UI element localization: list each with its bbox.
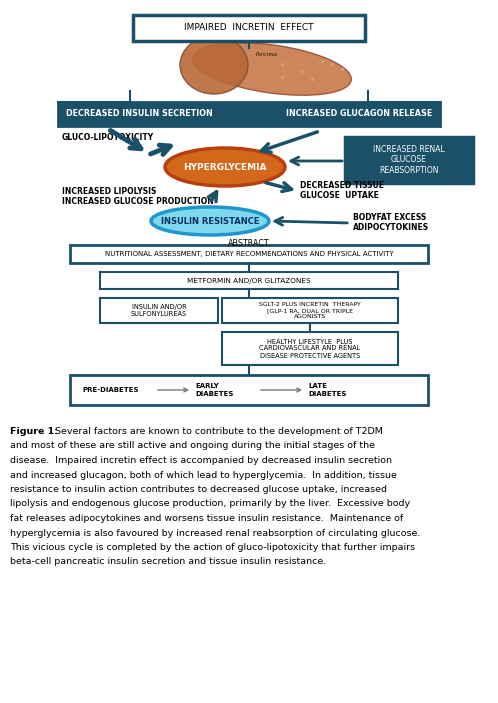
Ellipse shape (180, 36, 248, 94)
FancyBboxPatch shape (70, 245, 428, 263)
Text: hyperglycemia is also favoured by increased renal reabsorption of circulating gl: hyperglycemia is also favoured by increa… (10, 529, 420, 538)
Text: Pancreas: Pancreas (256, 53, 278, 58)
Text: ABSTRACT: ABSTRACT (228, 238, 270, 247)
Ellipse shape (165, 148, 285, 186)
Text: Several factors are known to contribute to the development of T2DM: Several factors are known to contribute … (55, 427, 383, 436)
Text: GLUCOSE  UPTAKE: GLUCOSE UPTAKE (300, 191, 379, 200)
FancyBboxPatch shape (133, 15, 365, 41)
FancyBboxPatch shape (100, 272, 398, 289)
Text: and most of these are still active and ongoing during the initial stages of the: and most of these are still active and o… (10, 441, 375, 451)
FancyBboxPatch shape (70, 375, 428, 405)
Ellipse shape (193, 43, 351, 95)
FancyBboxPatch shape (222, 298, 398, 323)
FancyBboxPatch shape (345, 137, 473, 183)
Text: INCREASED GLUCAGON RELEASE: INCREASED GLUCAGON RELEASE (286, 110, 432, 119)
Text: fat releases adipocytokines and worsens tissue insulin resistance.  Maintenance : fat releases adipocytokines and worsens … (10, 514, 403, 523)
Text: DIABETES: DIABETES (195, 391, 234, 397)
Text: IMPAIRED  INCRETIN  EFFECT: IMPAIRED INCRETIN EFFECT (184, 23, 314, 32)
Ellipse shape (151, 207, 269, 235)
Text: ADIPOCYTOKINES: ADIPOCYTOKINES (353, 223, 429, 231)
Text: Figure 1:: Figure 1: (10, 427, 58, 436)
Text: INSULIN AND/OR
SULFONYLUREAS: INSULIN AND/OR SULFONYLUREAS (131, 304, 187, 317)
Text: beta-cell pancreatic insulin secretion and tissue insulin resistance.: beta-cell pancreatic insulin secretion a… (10, 557, 326, 567)
Text: EARLY: EARLY (195, 383, 219, 389)
Text: INCREASED LIPOLYSIS: INCREASED LIPOLYSIS (62, 186, 156, 195)
Text: PRE-DIABETES: PRE-DIABETES (82, 387, 138, 393)
Text: METFORMIN AND/OR GLITAZONES: METFORMIN AND/OR GLITAZONES (187, 278, 311, 283)
Text: GLUCO-LIPOTOXICITY: GLUCO-LIPOTOXICITY (62, 132, 154, 141)
FancyBboxPatch shape (58, 102, 440, 126)
Text: and increased glucagon, both of which lead to hyperglycemia.  In addition, tissu: and increased glucagon, both of which le… (10, 470, 397, 479)
Text: This vicious cycle is completed by the action of gluco-lipotoxicity that further: This vicious cycle is completed by the a… (10, 543, 415, 552)
Text: HYPERGLYCEMIA: HYPERGLYCEMIA (183, 162, 267, 172)
Text: disease.  Impaired incretin effect is accompanied by decreased insulin secretion: disease. Impaired incretin effect is acc… (10, 456, 392, 465)
Text: resistance to insulin action contributes to decreased glucose uptake, increased: resistance to insulin action contributes… (10, 485, 387, 494)
Text: INCREASED RENAL
GLUCOSE
REABSORPTION: INCREASED RENAL GLUCOSE REABSORPTION (373, 145, 445, 175)
Text: lipolysis and endogenous glucose production, primarily by the liver.  Excessive : lipolysis and endogenous glucose product… (10, 500, 410, 508)
Text: LATE: LATE (308, 383, 327, 389)
FancyBboxPatch shape (222, 332, 398, 365)
Text: DECREASED INSULIN SECRETION: DECREASED INSULIN SECRETION (66, 110, 213, 119)
Text: DIABETES: DIABETES (308, 391, 347, 397)
Text: INCREASED GLUCOSE PRODUCTION: INCREASED GLUCOSE PRODUCTION (62, 197, 214, 205)
Text: DECREASED TISSUE: DECREASED TISSUE (300, 181, 384, 191)
Text: BODYFAT EXCESS: BODYFAT EXCESS (353, 212, 426, 221)
Text: NUTRITIONAL ASSESSMENT, DIETARY RECOMMENDATIONS AND PHYSICAL ACTIVITY: NUTRITIONAL ASSESSMENT, DIETARY RECOMMEN… (105, 251, 393, 257)
FancyBboxPatch shape (100, 298, 218, 323)
Text: SGLT-2 PLUS INCRETIN  THERAPY
[GLP-1 RA, DUAL OR TRIPLE
AGONISTS: SGLT-2 PLUS INCRETIN THERAPY [GLP-1 RA, … (259, 302, 361, 318)
Text: HEALTHY LIFESTYLE  PLUS
CARDIOVASCULAR AND RENAL
DISEASE PROTECTIVE AGENTS: HEALTHY LIFESTYLE PLUS CARDIOVASCULAR AN… (259, 339, 361, 359)
Text: INSULIN RESISTANCE: INSULIN RESISTANCE (161, 217, 259, 226)
